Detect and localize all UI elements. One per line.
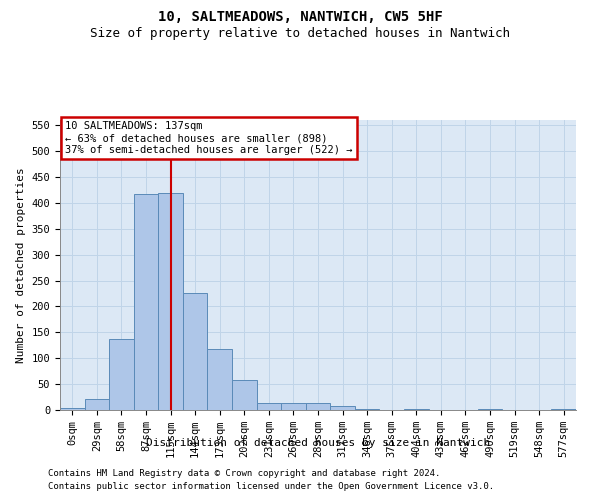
Bar bbox=[208, 349, 232, 410]
Bar bbox=[60, 408, 85, 410]
Bar bbox=[134, 194, 158, 410]
Text: Contains public sector information licensed under the Open Government Licence v3: Contains public sector information licen… bbox=[48, 482, 494, 491]
Text: Size of property relative to detached houses in Nantwich: Size of property relative to detached ho… bbox=[90, 28, 510, 40]
Text: 10 SALTMEADOWS: 137sqm
← 63% of detached houses are smaller (898)
37% of semi-de: 10 SALTMEADOWS: 137sqm ← 63% of detached… bbox=[65, 122, 353, 154]
Bar bbox=[281, 403, 306, 410]
Text: Distribution of detached houses by size in Nantwich: Distribution of detached houses by size … bbox=[146, 438, 490, 448]
Bar bbox=[306, 403, 330, 410]
Bar bbox=[85, 398, 109, 410]
Bar bbox=[355, 409, 379, 410]
Bar bbox=[330, 406, 355, 410]
Bar bbox=[183, 294, 208, 410]
Y-axis label: Number of detached properties: Number of detached properties bbox=[16, 167, 26, 363]
Bar bbox=[158, 192, 183, 410]
Bar bbox=[109, 338, 134, 410]
Bar bbox=[232, 380, 257, 410]
Text: 10, SALTMEADOWS, NANTWICH, CW5 5HF: 10, SALTMEADOWS, NANTWICH, CW5 5HF bbox=[158, 10, 442, 24]
Bar bbox=[257, 404, 281, 410]
Text: Contains HM Land Registry data © Crown copyright and database right 2024.: Contains HM Land Registry data © Crown c… bbox=[48, 468, 440, 477]
